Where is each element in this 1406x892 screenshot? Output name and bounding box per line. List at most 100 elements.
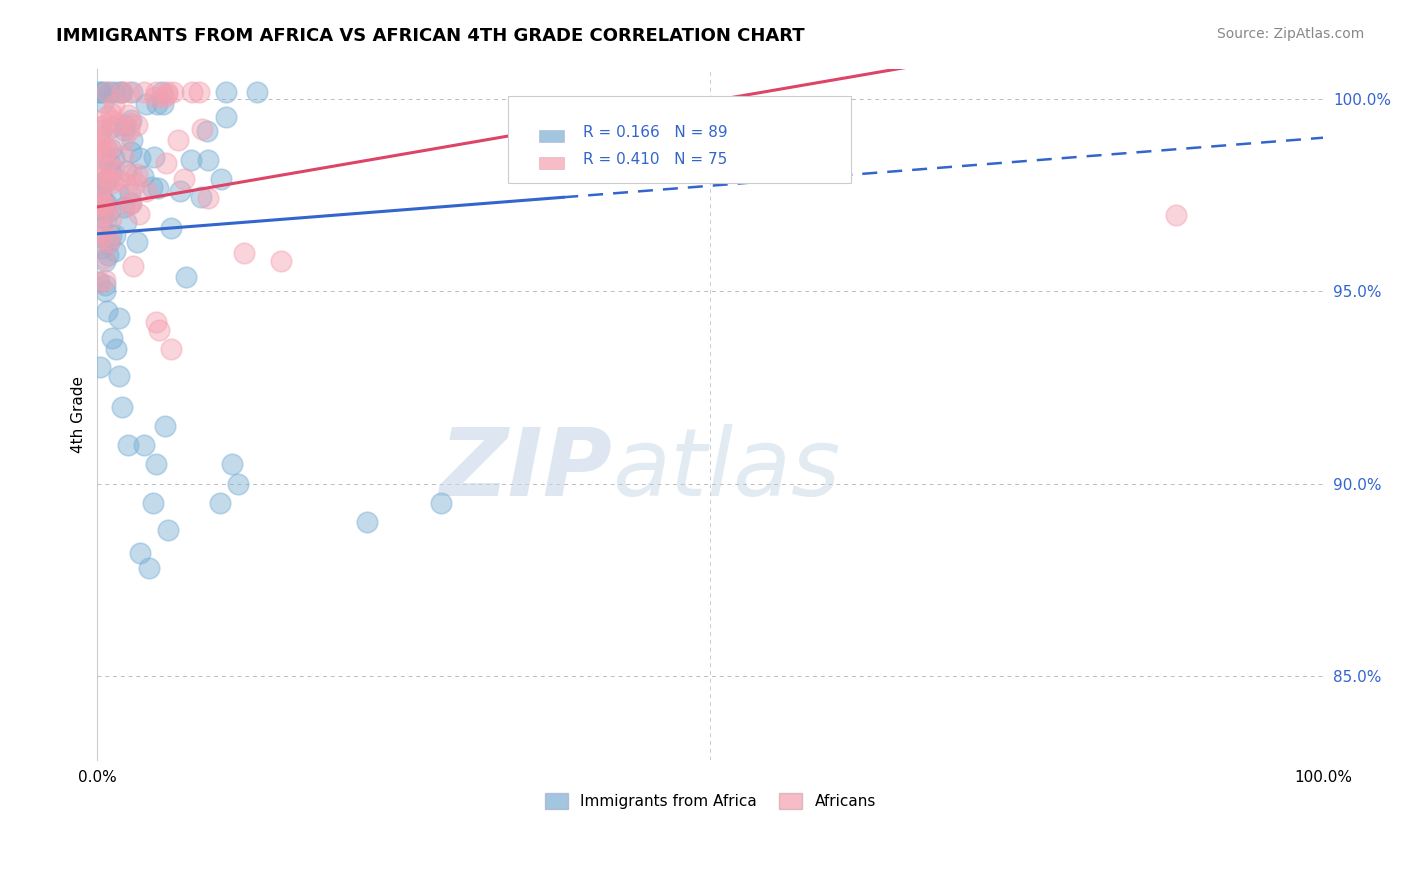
Point — [128, 151, 150, 165]
Point — [246, 85, 269, 99]
Point — [94, 173, 117, 187]
Point — [146, 181, 169, 195]
Point — [97, 231, 120, 245]
Point — [118, 196, 141, 211]
Point — [107, 173, 129, 187]
Point — [91, 159, 114, 173]
Point — [103, 85, 125, 99]
Point — [120, 186, 142, 200]
Point — [96, 85, 118, 99]
Point — [87, 225, 110, 239]
Point — [91, 197, 114, 211]
Point — [91, 210, 114, 224]
Point — [115, 164, 138, 178]
Point — [215, 111, 238, 125]
Point — [96, 142, 118, 156]
Point — [98, 203, 121, 218]
Point — [221, 458, 243, 472]
Point — [135, 96, 157, 111]
Point — [190, 122, 212, 136]
Point — [94, 117, 117, 131]
Point — [107, 117, 129, 131]
Point — [120, 196, 142, 211]
Point — [94, 143, 117, 157]
Point — [108, 369, 131, 384]
Point — [107, 186, 129, 200]
Point — [87, 230, 110, 244]
Text: R = 0.166   N = 89: R = 0.166 N = 89 — [583, 125, 727, 140]
Point — [89, 198, 111, 212]
Point — [141, 496, 163, 510]
Point — [91, 241, 114, 255]
Point — [132, 438, 155, 452]
FancyBboxPatch shape — [508, 96, 851, 183]
Point — [167, 133, 190, 147]
Legend: Immigrants from Africa, Africans: Immigrants from Africa, Africans — [538, 787, 882, 815]
Point — [96, 205, 118, 219]
Point — [87, 144, 110, 158]
Point — [169, 185, 191, 199]
Point — [101, 177, 124, 191]
Point — [87, 202, 110, 216]
Point — [112, 132, 135, 146]
Point — [89, 183, 111, 197]
Point — [93, 251, 115, 265]
Point — [104, 227, 127, 242]
Point — [150, 85, 173, 99]
Point — [101, 330, 124, 344]
Point — [98, 85, 121, 99]
Point — [90, 136, 112, 150]
Point — [93, 285, 115, 299]
Text: IMMIGRANTS FROM AFRICA VS AFRICAN 4TH GRADE CORRELATION CHART: IMMIGRANTS FROM AFRICA VS AFRICAN 4TH GR… — [56, 27, 804, 45]
Point — [152, 97, 174, 112]
Point — [111, 85, 134, 99]
Point — [157, 523, 180, 537]
Point — [173, 172, 195, 186]
Point — [112, 123, 135, 137]
Text: atlas: atlas — [612, 425, 841, 516]
Point — [91, 145, 114, 160]
Point — [197, 191, 219, 205]
Point — [100, 106, 122, 120]
Point — [108, 85, 131, 99]
Point — [104, 342, 127, 356]
Point — [160, 221, 183, 235]
Point — [233, 246, 256, 260]
Point — [118, 123, 141, 137]
Point — [122, 259, 145, 273]
Point — [125, 118, 148, 132]
Point — [98, 172, 121, 186]
Point — [94, 175, 117, 189]
Point — [112, 200, 135, 214]
Text: R = 0.410   N = 75: R = 0.410 N = 75 — [583, 152, 727, 167]
Point — [91, 95, 114, 110]
Point — [97, 248, 120, 262]
Point — [135, 184, 157, 198]
Point — [162, 85, 184, 99]
Point — [155, 156, 177, 170]
Text: ZIP: ZIP — [439, 424, 612, 516]
Point — [138, 561, 160, 575]
Point — [98, 235, 121, 249]
Point — [89, 193, 111, 207]
Point — [121, 133, 143, 147]
Point — [156, 87, 179, 101]
Point — [197, 153, 219, 168]
Point — [89, 85, 111, 99]
Point — [127, 235, 149, 249]
Point — [120, 195, 142, 210]
Point — [94, 254, 117, 268]
Point — [103, 97, 125, 112]
Point — [145, 315, 167, 329]
Point — [148, 323, 170, 337]
Point — [121, 85, 143, 99]
Point — [190, 190, 212, 204]
Point — [89, 85, 111, 99]
Point — [180, 153, 202, 167]
Point — [87, 178, 110, 192]
Point — [141, 180, 163, 194]
Point — [87, 275, 110, 289]
Point — [94, 197, 117, 211]
Point — [90, 123, 112, 137]
Point — [107, 311, 129, 326]
